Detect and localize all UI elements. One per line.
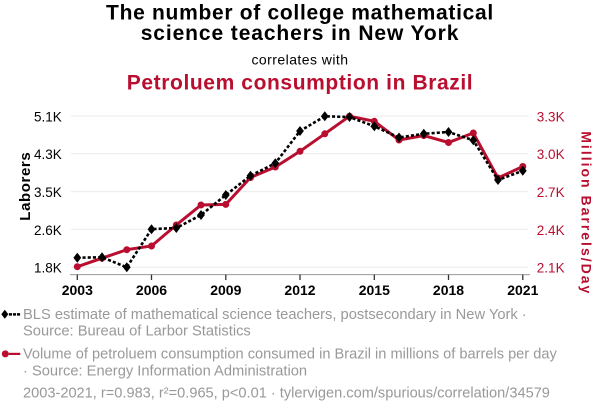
svg-text:2012: 2012 xyxy=(284,282,315,298)
svg-text:Volume of petroluem consumptio: Volume of petroluem consumption consumed… xyxy=(23,347,557,363)
svg-text:1.8K: 1.8K xyxy=(34,261,62,276)
svg-text:3.5K: 3.5K xyxy=(34,185,62,200)
svg-text:Laborers: Laborers xyxy=(17,152,34,221)
svg-text:2018: 2018 xyxy=(433,282,464,298)
svg-text:Million Barrels/Day: Million Barrels/Day xyxy=(579,131,595,295)
svg-text:2006: 2006 xyxy=(136,282,167,298)
svg-text:BLS estimate of mathematical s: BLS estimate of mathematical science tea… xyxy=(23,307,527,323)
svg-text:2.7K: 2.7K xyxy=(537,185,565,200)
svg-text:· Source: Energy Information A: · Source: Energy Information Administrat… xyxy=(23,364,307,380)
svg-text:The number of college mathemat: The number of college mathematical xyxy=(106,2,494,25)
svg-text:Petroluem consumption in Brazi: Petroluem consumption in Brazil xyxy=(127,71,473,94)
svg-text:2.1K: 2.1K xyxy=(537,261,565,276)
svg-text:2009: 2009 xyxy=(210,282,241,298)
svg-text:2003: 2003 xyxy=(62,282,93,298)
svg-text:correlates with: correlates with xyxy=(251,52,348,68)
svg-text:science teachers in New York: science teachers in New York xyxy=(141,22,460,45)
svg-text:2003-2021, r=0.983, r²=0.965,: 2003-2021, r=0.983, r²=0.965, p<0.01 · t… xyxy=(23,385,550,401)
svg-text:2021: 2021 xyxy=(507,282,538,298)
svg-text:3.3K: 3.3K xyxy=(537,109,565,124)
svg-text:3.0K: 3.0K xyxy=(537,147,565,162)
svg-text:4.3K: 4.3K xyxy=(34,147,62,162)
svg-text:Source: Bureau of Larbor Stati: Source: Bureau of Larbor Statistics xyxy=(23,323,251,339)
svg-text:2015: 2015 xyxy=(359,282,390,298)
svg-text:2.6K: 2.6K xyxy=(34,223,62,238)
svg-text:5.1K: 5.1K xyxy=(34,109,62,124)
svg-text:2.4K: 2.4K xyxy=(537,223,565,238)
